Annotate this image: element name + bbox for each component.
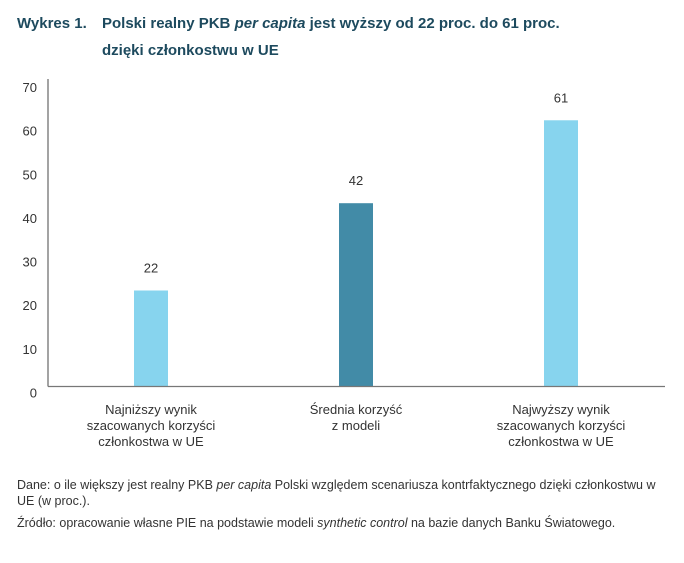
bar [339,203,373,387]
label-line: Najniższy wynik [105,402,197,417]
category-label-average: Średnia korzyść z modeli [266,402,446,434]
label-line: szacowanych korzyści [86,418,216,433]
label-line: członkostwa w UE [508,434,614,449]
note-italic: synthetic control [317,516,408,530]
title-italic: per capita [234,15,306,32]
label-line: z modeli [331,418,381,433]
label-line: członkostwa w UE [98,434,204,449]
data-note: Dane: o ile większy jest realny PKB per … [17,477,672,509]
y-tick-label: 40 [23,211,37,226]
note-part: Polski względem scenariusza kontrfaktycz… [17,478,656,508]
note-part: na bazie danych Banku Światowego. [407,516,616,530]
y-tick-label: 10 [23,342,37,357]
data-label: 61 [554,90,568,105]
category-label-highest: Najwyższy wynik szacowanych korzyści czł… [471,402,651,450]
note-part: Dane: o ile większy jest realny PKB [17,478,217,492]
note-italic: per capita [216,478,272,492]
data-label: 42 [349,173,363,188]
y-tick-label: 70 [23,80,37,95]
label-line: szacowanych korzyści [496,418,626,433]
data-label: 22 [144,260,158,275]
note-part: Źródło: opracowanie własne PIE na podsta… [17,516,318,530]
category-label-lowest: Najniższy wynik szacowanych korzyści czł… [61,402,241,450]
bar [544,120,578,387]
source-note: Źródło: opracowanie własne PIE na podsta… [17,515,672,531]
y-tick-label: 0 [30,386,37,401]
title-text: Polski realny PKB per capita jest wyższy… [102,10,662,64]
label-line: Średnia korzyść [309,402,403,417]
bar [134,290,168,387]
y-tick-label: 20 [23,298,37,313]
y-tick-label: 60 [23,124,37,139]
title-part: Polski realny PKB [102,15,235,32]
title-line-2: dzięki członkostwu w UE [102,42,279,59]
y-tick-label: 50 [23,167,37,182]
label-line: Najwyższy wynik [512,402,610,417]
title-part: jest wyższy od 22 proc. do 61 proc. [305,15,560,32]
bar-chart: 0 10 20 30 40 50 60 70 22 42 61 [23,79,665,401]
figure-number: Wykres 1. [17,15,87,32]
y-tick-label: 30 [23,255,37,270]
